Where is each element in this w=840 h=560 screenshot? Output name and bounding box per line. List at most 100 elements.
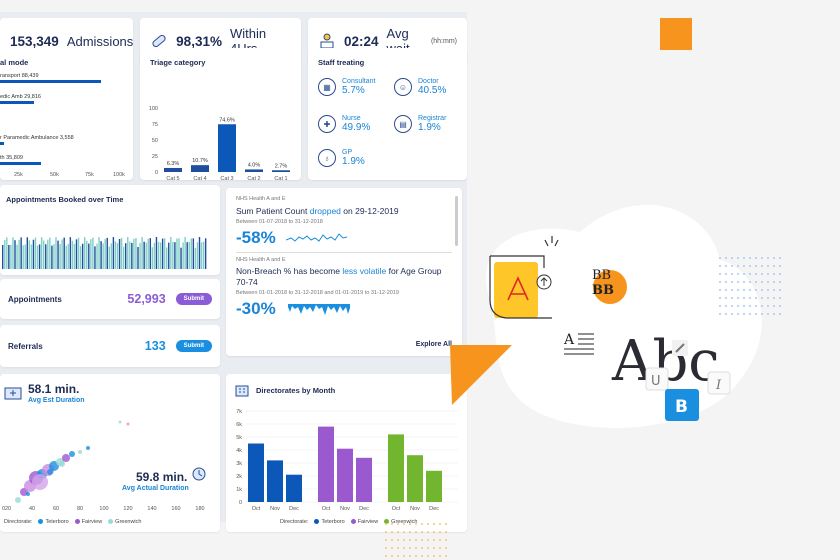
scatter-point[interactable] (26, 492, 30, 496)
appointments-series-bar[interactable] (143, 241, 145, 269)
appointments-series-bar[interactable] (51, 245, 53, 269)
appointments-series-bar[interactable] (84, 237, 86, 269)
directorates-bar[interactable] (407, 455, 423, 502)
appointments-series-bar[interactable] (79, 246, 82, 269)
appointments-series-bar[interactable] (133, 238, 135, 269)
appointments-series-bar[interactable] (184, 237, 186, 269)
appointments-series-bar[interactable] (139, 242, 141, 269)
appointments-series-bar[interactable] (114, 241, 117, 269)
appointments-series-bar[interactable] (98, 237, 100, 269)
appointments-series-bar[interactable] (194, 247, 197, 269)
appointments-series-bar[interactable] (170, 237, 172, 269)
appointments-series-bar[interactable] (20, 237, 22, 269)
appointments-series-bar[interactable] (106, 237, 108, 269)
appointments-series-bar[interactable] (92, 237, 94, 269)
appointments-series-bar[interactable] (176, 238, 178, 269)
directorates-bar[interactable] (388, 434, 404, 502)
appointments-series-bar[interactable] (43, 240, 45, 269)
appointments-series-bar[interactable] (40, 237, 43, 269)
triage-bar[interactable] (191, 165, 209, 172)
scatter-point[interactable] (47, 469, 53, 475)
appointments-series-bar[interactable] (131, 242, 133, 269)
appointments-series-bar[interactable] (166, 247, 168, 269)
referrals-card[interactable]: Referrals 133 Submit (0, 325, 220, 367)
appointments-series-bar[interactable] (202, 241, 205, 269)
appointments-series-bar[interactable] (45, 244, 47, 269)
staff-consultant[interactable]: ▦ Consultant 5.7% (318, 78, 375, 96)
appointments-series-bar[interactable] (149, 238, 151, 269)
appointments-series-bar[interactable] (159, 242, 162, 269)
scatter-point[interactable] (86, 446, 90, 450)
appointments-series-bar[interactable] (190, 238, 192, 269)
appointments-series-bar[interactable] (59, 244, 61, 269)
appointments-submit-button[interactable]: Submit (175, 293, 212, 305)
appointments-series-bar[interactable] (125, 243, 127, 269)
appointments-series-bar[interactable] (75, 239, 78, 269)
appointments-series-bar[interactable] (172, 241, 174, 269)
appointments-series-bar[interactable] (192, 238, 195, 269)
appointments-series-bar[interactable] (163, 238, 166, 269)
appointments-series-bar[interactable] (96, 243, 98, 269)
appointments-series-bar[interactable] (8, 245, 10, 269)
appointments-series-bar[interactable] (63, 237, 65, 269)
appointments-series-bar[interactable] (188, 241, 190, 269)
appointments-series-bar[interactable] (155, 237, 158, 269)
triage-bar[interactable] (272, 170, 290, 172)
appointments-series-bar[interactable] (77, 237, 80, 269)
appointments-series-bar[interactable] (204, 238, 207, 269)
arrival-bar-paramedic[interactable] (0, 101, 34, 104)
triage-bar[interactable] (218, 124, 236, 172)
scatter-point[interactable] (15, 497, 21, 503)
appointments-series-bar[interactable] (196, 242, 199, 269)
scatter-point[interactable] (62, 454, 70, 462)
appointments-series-bar[interactable] (53, 244, 55, 269)
appointments-series-bar[interactable] (24, 244, 26, 269)
legend-item-greenwich[interactable]: Greenwich (384, 519, 417, 525)
appointments-series-bar[interactable] (186, 242, 188, 269)
appointments-series-bar[interactable] (178, 238, 180, 269)
referrals-submit-button[interactable]: Submit (175, 340, 212, 352)
appointments-series-bar[interactable] (200, 242, 203, 269)
scatter-point[interactable] (59, 461, 65, 467)
appointments-series-bar[interactable] (73, 243, 76, 269)
appointments-series-bar[interactable] (120, 237, 123, 269)
directorates-bar[interactable] (267, 460, 283, 502)
appointments-series-bar[interactable] (2, 245, 4, 269)
legend-item-greenwich[interactable]: Greenwich (108, 519, 141, 525)
legend-item-fairview[interactable]: Fairview (350, 519, 378, 525)
appointments-series-bar[interactable] (38, 244, 41, 269)
legend-item-teterboro[interactable]: Teterboro (314, 519, 345, 525)
appointments-series-bar[interactable] (30, 244, 33, 269)
appointments-series-bar[interactable] (36, 245, 39, 269)
appointments-series-bar[interactable] (69, 237, 72, 269)
legend-item-teterboro[interactable]: Teterboro (38, 519, 69, 525)
appointments-series-bar[interactable] (65, 245, 67, 269)
appointments-series-bar[interactable] (12, 237, 14, 269)
directorates-bar[interactable] (318, 426, 334, 502)
arrival-bar-air[interactable] (0, 142, 4, 145)
staff-nurse[interactable]: ✚ Nurse 49.9% (318, 115, 370, 133)
triage-bar[interactable] (164, 167, 182, 172)
appointments-series-bar[interactable] (168, 242, 170, 269)
appointments-series-bar[interactable] (127, 237, 129, 269)
appointments-series-bar[interactable] (141, 237, 143, 269)
appointments-series-bar[interactable] (14, 240, 16, 269)
appointments-series-bar[interactable] (145, 242, 147, 269)
scatter-point[interactable] (32, 474, 48, 490)
scatter-point[interactable] (78, 450, 82, 454)
insights-scrollbar[interactable] (455, 196, 458, 246)
appointments-series-bar[interactable] (129, 241, 131, 269)
arrival-bar-transport[interactable] (0, 80, 101, 83)
appointments-series-bar[interactable] (88, 243, 90, 269)
appointments-series-bar[interactable] (118, 238, 121, 269)
appointments-series-bar[interactable] (147, 238, 149, 269)
appointments-series-bar[interactable] (110, 243, 113, 269)
appointments-series-bar[interactable] (137, 246, 139, 269)
appointments-series-bar[interactable] (157, 241, 160, 269)
appointments-series-bar[interactable] (135, 238, 137, 269)
appointments-series-bar[interactable] (32, 239, 35, 269)
appointments-card[interactable]: Appointments 52,993 Submit (0, 279, 220, 319)
appointments-series-bar[interactable] (90, 239, 92, 269)
appointments-series-bar[interactable] (86, 240, 88, 269)
appointments-series-bar[interactable] (198, 237, 201, 269)
